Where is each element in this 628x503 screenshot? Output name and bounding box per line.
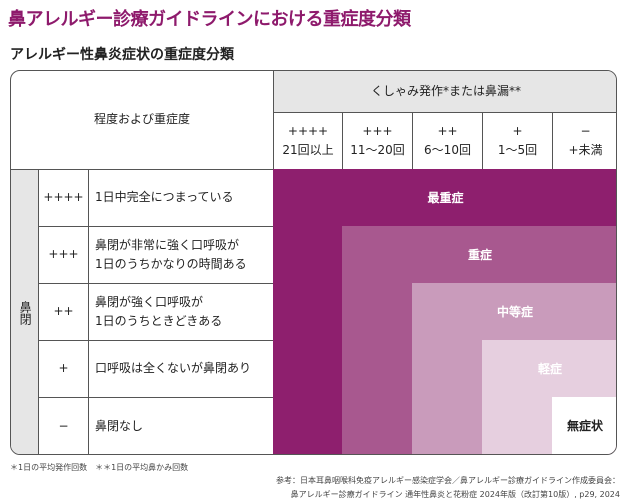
row-sign: ++++ <box>38 169 88 226</box>
severity-table: 程度および重症度 くしゃみ発作*または鼻漏** ++++ 21回以上 +++ 11〜2… <box>10 70 617 455</box>
column-range: 21回以上 <box>282 143 334 157</box>
row-description: 鼻閉なし <box>88 397 273 454</box>
row-description: 口呼吸は全くないが鼻閉あり <box>88 340 273 397</box>
column-header: +++ 11〜20回 <box>342 112 412 169</box>
severity-label: 重症 <box>467 248 492 262</box>
column-header: − +未満 <box>552 112 616 169</box>
footnotes: ＊1日の平均発作回数 ＊＊1日の平均鼻かみ回数 <box>10 463 189 472</box>
severity-label: 最重症 <box>427 191 464 205</box>
severity-label: 中等症 <box>496 305 533 319</box>
column-header: ++++ 21回以上 <box>273 112 342 169</box>
column-sign: ++ <box>437 123 458 138</box>
column-header: ++ 6〜10回 <box>412 112 482 169</box>
column-range: 6〜10回 <box>424 143 471 157</box>
page-title: 鼻アレルギー診療ガイドラインにおける重症度分類 <box>8 9 411 30</box>
column-sign: +++ <box>362 123 393 138</box>
row-group-header: 鼻閉 <box>11 169 38 454</box>
column-sign: ++++ <box>287 123 329 138</box>
row-sign: +++ <box>38 226 88 283</box>
row-description: 鼻閉が強く口呼吸が 1日のうちときどきある <box>88 283 273 340</box>
corner-label: 程度および重症度 <box>93 112 190 127</box>
reference-line: 鼻アレルギー診療ガイドライン 通年性鼻炎と花粉症 2024年版（改訂第10版）,… <box>290 489 620 499</box>
reference-line: 参考：日本耳鼻咽喉科免疫アレルギー感染症学会／鼻アレルギー診療ガイドライン作成委… <box>276 476 620 485</box>
column-range: +未満 <box>568 143 603 157</box>
row-sign: ++ <box>38 283 88 340</box>
column-range: 11〜20回 <box>350 143 405 157</box>
row-sign: + <box>38 340 88 397</box>
column-sign: − <box>580 123 591 138</box>
row-description: 1日中完全につまっている <box>88 169 273 226</box>
severity-level <box>552 397 616 454</box>
column-header: +1〜5回 <box>482 112 552 169</box>
column-group-header: くしゃみ発作*または鼻漏** <box>273 71 616 112</box>
severity-label: 軽症 <box>537 362 562 376</box>
row-sign: − <box>38 397 88 454</box>
row-description: 鼻閉が非常に強く口呼吸が 1日のうちかなりの時間ある <box>88 226 273 283</box>
reference: 参考：日本耳鼻咽喉科免疫アレルギー感染症学会／鼻アレルギー診療ガイドライン作成委… <box>276 474 620 501</box>
severity-grid: 最重症重症中等症軽症無症状 <box>273 169 616 454</box>
column-range: 1〜5回 <box>497 143 538 157</box>
column-sign: + <box>512 123 523 138</box>
severity-label: 無症状 <box>566 419 603 433</box>
section-subtitle: アレルギー性鼻炎症状の重症度分類 <box>10 47 234 63</box>
